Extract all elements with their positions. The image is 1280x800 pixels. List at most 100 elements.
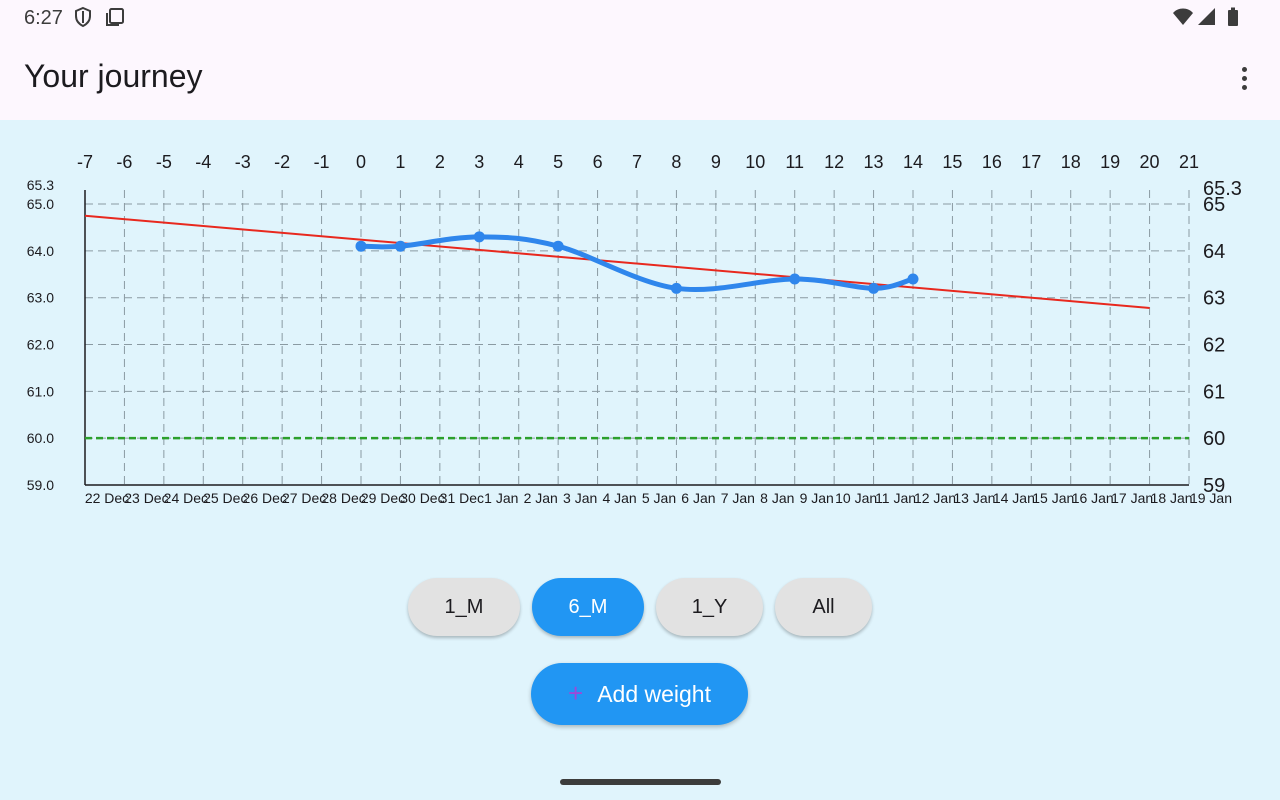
weight-chart: -7 22 Dec -6 23 Dec -5 24 Dec -4 25 Dec -3 26 Dec…	[27, 152, 1242, 506]
x-axis-date-label: 27 Dec	[282, 490, 326, 506]
chip-all[interactable]: All	[775, 578, 872, 636]
right-axis-tick-label: 62	[1203, 335, 1225, 357]
top-axis-tick-label: 10	[745, 152, 765, 172]
left-axis-tick-label: 62.0	[27, 337, 54, 353]
x-axis-date-label: 30 Dec	[400, 490, 444, 506]
x-axis-date-label: 26 Dec	[243, 490, 287, 506]
top-axis-tick-label: 11	[785, 152, 804, 172]
x-axis-date-label: 22 Dec	[85, 490, 129, 506]
top-axis-tick-label: 14	[903, 152, 923, 172]
right-axis-tick-label: 61	[1203, 381, 1225, 403]
x-axis-date-label: 2 Jan	[524, 490, 558, 506]
top-axis-tick-label: -3	[235, 152, 251, 172]
x-axis-date-label: 5 Jan	[642, 490, 676, 506]
weight-data-point	[789, 273, 801, 285]
top-axis-tick-label: 20	[1140, 152, 1160, 172]
right-axis-tick-label: 60	[1203, 428, 1225, 450]
top-axis-tick-label: 13	[864, 152, 884, 172]
screenshot-icon	[106, 8, 124, 26]
weight-data-point	[868, 282, 880, 294]
top-axis-tick-label: 7	[632, 152, 642, 172]
chip-1y[interactable]: 1_Y	[656, 578, 763, 636]
top-axis-tick-label: 2	[435, 152, 445, 172]
x-axis-date-label: 4 Jan	[602, 490, 636, 506]
x-axis-date-label: 13 Jan	[953, 490, 995, 506]
x-axis-date-label: 15 Jan	[1032, 490, 1074, 506]
top-axis-tick-label: -1	[314, 152, 330, 172]
battery-icon	[1228, 7, 1238, 26]
trend-line	[84, 214, 1150, 309]
left-axis-tick-label: 64.0	[27, 243, 54, 259]
top-axis-tick-label: 19	[1100, 152, 1120, 172]
top-axis-tick-label: 18	[1061, 152, 1081, 172]
chip-1m[interactable]: 1_M	[408, 578, 520, 636]
top-axis-tick-label: 6	[593, 152, 603, 172]
add-weight-label: Add weight	[597, 680, 711, 707]
top-axis-tick-label: 4	[514, 152, 524, 172]
top-axis-tick-label: 21	[1179, 152, 1199, 172]
left-axis-tick-label: 63.0	[27, 290, 54, 306]
left-axis-tick-label: 60.0	[27, 430, 54, 446]
x-axis-date-label: 12 Jan	[914, 490, 956, 506]
plus-icon: +	[568, 678, 584, 708]
status-time: 6:27	[24, 7, 63, 29]
right-axis-tick-label: 63	[1203, 288, 1225, 310]
weight-series-line	[358, 234, 916, 293]
x-axis-date-label: 28 Dec	[321, 490, 365, 506]
app-bar: Your journey	[0, 36, 1280, 120]
cellular-icon	[1198, 8, 1215, 25]
right-axis-tick-label: 64	[1203, 241, 1225, 263]
more-vert-icon[interactable]	[1226, 58, 1262, 98]
main-content: -7 22 Dec -6 23 Dec -5 24 Dec -4 25 Dec -3 26 Dec…	[0, 120, 1280, 800]
x-axis-date-label: 24 Dec	[164, 490, 208, 506]
status-bar: 6:27	[0, 0, 1280, 36]
top-axis-tick-label: -5	[156, 152, 172, 172]
top-axis-tick-label: 1	[395, 152, 405, 172]
weight-data-point	[552, 240, 564, 252]
left-axis-tick-label: 61.0	[27, 383, 54, 399]
right-axis-tick-label: 59	[1203, 475, 1225, 497]
left-axis-tick-label: 65.0	[27, 196, 54, 212]
x-axis-date-label: 19 Jan	[1190, 490, 1232, 506]
home-indicator[interactable]	[560, 779, 721, 785]
top-axis-tick-label: 15	[942, 152, 962, 172]
x-axis-date-label: 6 Jan	[681, 490, 715, 506]
top-axis-tick-label: 16	[982, 152, 1002, 172]
x-axis-date-label: 25 Dec	[203, 490, 247, 506]
top-axis-tick-label: 17	[1021, 152, 1041, 172]
left-axis-tick-label: 65.3	[27, 177, 54, 193]
x-axis-date-label: 3 Jan	[563, 490, 597, 506]
x-axis-date-label: 16 Jan	[1072, 490, 1114, 506]
page-title: Your journey	[24, 58, 203, 94]
chip-6m[interactable]: 6_M	[532, 578, 644, 636]
left-axis-tick-label: 59.0	[27, 477, 54, 493]
x-axis-date-label: 31 Dec	[440, 490, 484, 506]
x-axis-date-label: 29 Dec	[361, 490, 405, 506]
x-axis-date-label: 18 Jan	[1151, 490, 1193, 506]
x-axis-date-label: 7 Jan	[721, 490, 755, 506]
x-axis-date-label: 9 Jan	[800, 490, 834, 506]
top-axis-tick-label: 0	[356, 152, 366, 172]
x-axis-date-label: 10 Jan	[835, 490, 877, 506]
top-axis-tick-label: 3	[474, 152, 484, 172]
top-axis-tick-label: -2	[274, 152, 290, 172]
right-axis-tick-label: 65.3	[1203, 178, 1242, 200]
weight-data-point	[473, 231, 485, 243]
shield-icon	[75, 6, 91, 28]
x-axis-date-label: 1 Jan	[484, 490, 518, 506]
top-axis-tick-label: 9	[711, 152, 721, 172]
weight-data-point	[355, 240, 367, 252]
x-axis-date-label: 17 Jan	[1111, 490, 1153, 506]
x-axis-date-label: 23 Dec	[124, 490, 168, 506]
x-axis-date-label: 8 Jan	[760, 490, 794, 506]
add-weight-button[interactable]: + Add weight	[531, 663, 748, 725]
x-axis-date-label: 11 Jan	[875, 490, 916, 506]
right-axis-tick-label: 65	[1203, 194, 1225, 216]
top-axis-tick-label: 5	[553, 152, 563, 172]
top-axis-tick-label: 12	[824, 152, 844, 172]
weight-data-point	[907, 273, 919, 285]
weight-data-point	[670, 282, 682, 294]
weight-data-point	[394, 240, 406, 252]
top-axis-tick-label: -6	[116, 152, 132, 172]
top-axis-tick-label: -4	[195, 152, 211, 172]
